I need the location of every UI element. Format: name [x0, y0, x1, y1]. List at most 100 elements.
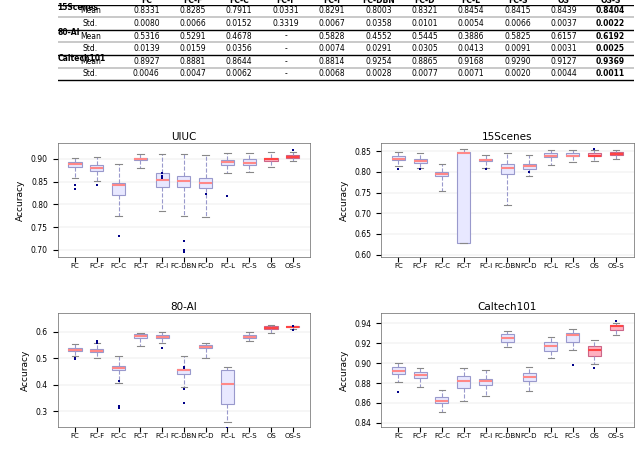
- Text: 0.8285: 0.8285: [180, 6, 206, 16]
- Text: 0.0074: 0.0074: [319, 44, 346, 53]
- Text: 0.0291: 0.0291: [365, 44, 392, 53]
- PathPatch shape: [90, 349, 103, 353]
- Text: FC-S: FC-S: [508, 0, 527, 5]
- PathPatch shape: [243, 335, 256, 337]
- Text: 0.0152: 0.0152: [226, 19, 252, 28]
- PathPatch shape: [435, 172, 449, 176]
- PathPatch shape: [90, 165, 103, 171]
- PathPatch shape: [177, 369, 191, 374]
- PathPatch shape: [286, 326, 300, 327]
- Text: 0.0066: 0.0066: [179, 19, 206, 28]
- PathPatch shape: [500, 164, 514, 174]
- Text: 0.0047: 0.0047: [179, 69, 206, 78]
- Text: 0.0080: 0.0080: [133, 19, 159, 28]
- Text: -: -: [284, 69, 287, 78]
- Text: 0.0413: 0.0413: [458, 44, 484, 53]
- Text: 0.0077: 0.0077: [412, 69, 438, 78]
- Text: 0.9290: 0.9290: [504, 57, 531, 66]
- Text: 0.4552: 0.4552: [365, 32, 392, 40]
- Title: 80-AI: 80-AI: [170, 302, 197, 313]
- Text: FC-F: FC-F: [183, 0, 202, 5]
- Text: FC-C: FC-C: [229, 0, 249, 5]
- Text: 0.0031: 0.0031: [550, 44, 577, 53]
- Text: 0.0358: 0.0358: [365, 19, 392, 28]
- Text: 0.4678: 0.4678: [226, 32, 252, 40]
- Text: 0.5445: 0.5445: [412, 32, 438, 40]
- Text: 0.6192: 0.6192: [596, 32, 625, 40]
- Text: 15Scenes: 15Scenes: [58, 3, 99, 12]
- Text: 0.0020: 0.0020: [504, 69, 531, 78]
- Text: 0.0044: 0.0044: [550, 69, 577, 78]
- PathPatch shape: [199, 345, 212, 348]
- Text: -: -: [284, 32, 287, 40]
- PathPatch shape: [177, 176, 191, 187]
- Text: OS-S: OS-S: [600, 0, 621, 5]
- PathPatch shape: [156, 173, 169, 187]
- Text: 0.0067: 0.0067: [319, 19, 346, 28]
- Text: 0.0066: 0.0066: [504, 19, 531, 28]
- Text: 0.8439: 0.8439: [550, 6, 577, 16]
- PathPatch shape: [413, 372, 427, 378]
- Text: 0.0139: 0.0139: [133, 44, 159, 53]
- Text: Mean: Mean: [80, 57, 100, 66]
- PathPatch shape: [199, 179, 212, 189]
- Text: 0.8415: 0.8415: [504, 6, 531, 16]
- Text: 0.0028: 0.0028: [365, 69, 392, 78]
- PathPatch shape: [286, 155, 300, 158]
- Text: FC-DBN: FC-DBN: [362, 0, 395, 5]
- PathPatch shape: [610, 152, 623, 156]
- Text: 0.8003: 0.8003: [365, 6, 392, 16]
- Text: 0.0011: 0.0011: [596, 69, 625, 78]
- PathPatch shape: [522, 164, 536, 168]
- Text: 0.0071: 0.0071: [458, 69, 484, 78]
- Y-axis label: Accuracy: Accuracy: [340, 179, 349, 220]
- PathPatch shape: [457, 376, 470, 388]
- PathPatch shape: [479, 159, 492, 161]
- Text: 0.8454: 0.8454: [458, 6, 484, 16]
- Text: 0.0062: 0.0062: [226, 69, 252, 78]
- Title: UIUC: UIUC: [172, 132, 196, 142]
- PathPatch shape: [264, 157, 278, 161]
- Text: Mean: Mean: [80, 32, 100, 40]
- Text: 0.3319: 0.3319: [272, 19, 299, 28]
- PathPatch shape: [566, 333, 579, 342]
- Text: Std.: Std.: [83, 44, 98, 53]
- Y-axis label: Accuracy: Accuracy: [17, 179, 26, 220]
- Text: Mean: Mean: [80, 6, 100, 16]
- Text: -: -: [284, 57, 287, 66]
- Text: 0.8927: 0.8927: [133, 57, 159, 66]
- PathPatch shape: [392, 367, 405, 374]
- PathPatch shape: [588, 152, 601, 156]
- PathPatch shape: [544, 152, 557, 157]
- PathPatch shape: [500, 334, 514, 342]
- Text: 80-AI: 80-AI: [58, 28, 80, 37]
- Text: FC-T: FC-T: [276, 0, 295, 5]
- Text: 0.0305: 0.0305: [412, 44, 438, 53]
- Text: 0.0068: 0.0068: [319, 69, 345, 78]
- PathPatch shape: [134, 334, 147, 338]
- Text: FC: FC: [141, 0, 152, 5]
- PathPatch shape: [392, 156, 405, 160]
- PathPatch shape: [112, 183, 125, 195]
- Text: FC-D: FC-D: [415, 0, 435, 5]
- Text: 0.6157: 0.6157: [550, 32, 577, 40]
- Text: 0.8291: 0.8291: [319, 6, 345, 16]
- Text: 0.9254: 0.9254: [365, 57, 392, 66]
- Text: 0.9168: 0.9168: [458, 57, 484, 66]
- Y-axis label: Accuracy: Accuracy: [21, 349, 30, 391]
- PathPatch shape: [68, 348, 81, 351]
- Y-axis label: Accuracy: Accuracy: [340, 349, 349, 391]
- Text: 0.5291: 0.5291: [179, 32, 206, 40]
- Text: 0.0159: 0.0159: [179, 44, 206, 53]
- Text: 0.0025: 0.0025: [596, 44, 625, 53]
- PathPatch shape: [68, 162, 81, 167]
- Text: 0.7911: 0.7911: [226, 6, 252, 16]
- PathPatch shape: [112, 366, 125, 369]
- PathPatch shape: [264, 326, 278, 329]
- Text: 0.3886: 0.3886: [458, 32, 484, 40]
- Text: 0.8814: 0.8814: [319, 57, 345, 66]
- PathPatch shape: [435, 397, 449, 403]
- Text: FC-I: FC-I: [323, 0, 340, 5]
- Text: 0.0091: 0.0091: [504, 44, 531, 53]
- PathPatch shape: [221, 160, 234, 165]
